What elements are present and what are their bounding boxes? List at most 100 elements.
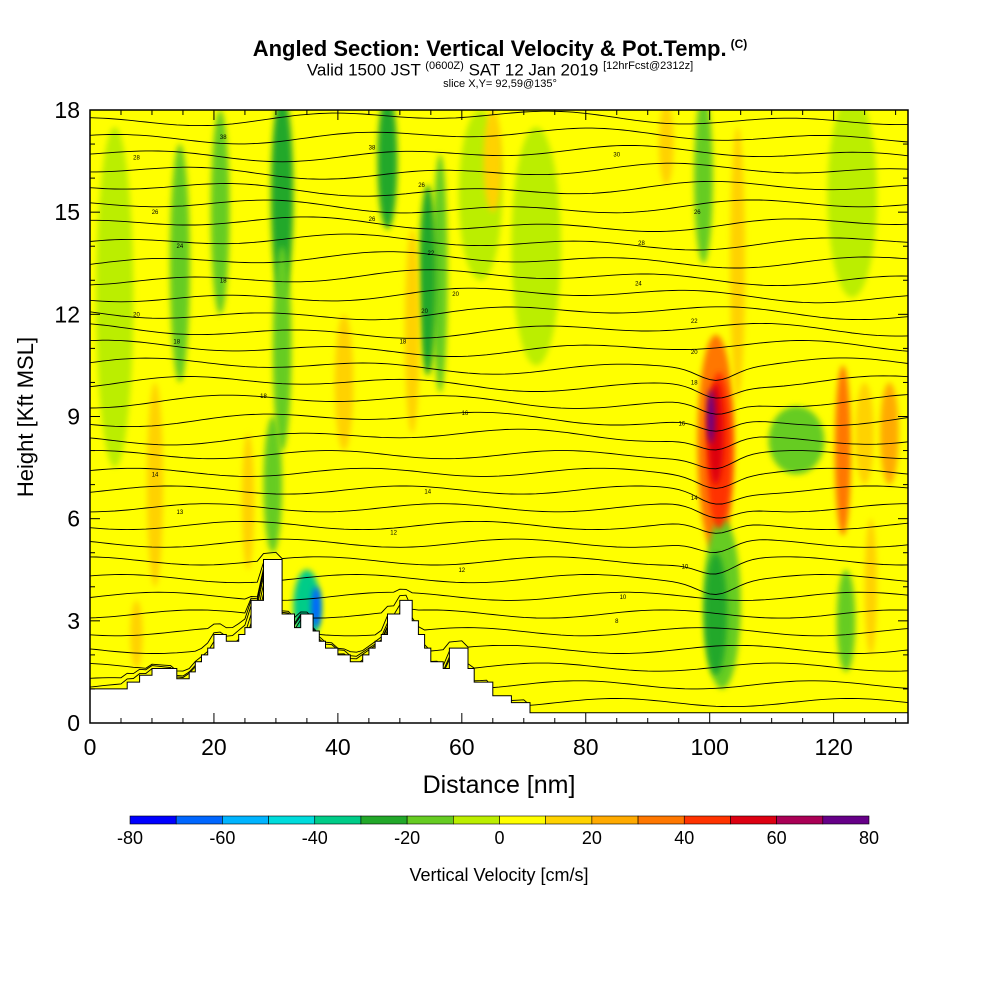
theta-contour-line (90, 375, 908, 399)
velocity-cell (768, 406, 825, 475)
theta-contour-line (90, 450, 908, 470)
velocity-cell (511, 127, 561, 366)
velocity-cell (130, 600, 143, 669)
colorbar-tick-label: 60 (767, 828, 787, 848)
theta-contour-label: 38 (220, 135, 227, 141)
colorbar: -80 -60 -40 -20 0 20 40 60 80 (117, 815, 879, 848)
theta-contour-label: 18 (220, 278, 227, 284)
x-axis-label: Distance [nm] (423, 771, 576, 799)
theta-contour-line (90, 570, 908, 619)
theta-contour-line (90, 357, 908, 381)
velocity-cell (210, 110, 230, 315)
velocity-cell (311, 586, 322, 628)
theta-contour-line (90, 428, 908, 451)
y-tick-label: 9 (67, 404, 80, 430)
y-axis-label: Height [Kft MSL] (13, 337, 38, 497)
theta-contour-line (90, 411, 908, 432)
colorbar-swatch (499, 815, 546, 825)
theta-contour-label: 20 (133, 312, 140, 318)
theta-contour-line (90, 287, 908, 304)
velocity-cell (169, 144, 190, 383)
theta-contour-label: 10 (682, 564, 689, 570)
velocity-cell (827, 110, 878, 298)
theta-contour-label: 8 (615, 619, 619, 625)
theta-contour-line (90, 110, 908, 127)
theta-contour-line (90, 339, 908, 357)
theta-contour-line (90, 568, 908, 601)
velocity-cell (432, 154, 448, 393)
y-axis: 0 3 6 9 12 15 18 (54, 97, 908, 736)
theta-contour-label: 14 (691, 496, 698, 502)
theta-contour-line (90, 162, 908, 180)
theta-contour-label: 22 (427, 251, 434, 257)
theta-contour-label: 18 (260, 394, 267, 400)
velocity-cell (658, 110, 674, 185)
velocity-cell (834, 365, 851, 536)
theta-contour-label: 10 (620, 595, 627, 601)
velocity-cell (483, 110, 503, 213)
velocity-cell (880, 382, 899, 485)
chart-title: Angled Section: Vertical Velocity & Pot.… (0, 36, 1000, 62)
colorbar-swatch (776, 815, 824, 825)
theta-contour-line (90, 551, 908, 575)
colorbar-swatch (453, 815, 500, 825)
theta-contour-label: 26 (152, 210, 159, 216)
theta-contour-label: 14 (424, 489, 431, 495)
colorbar-tick-label: -80 (117, 828, 143, 848)
colorbar-tick-label: 0 (494, 828, 504, 848)
theta-contour-label: 28 (638, 241, 645, 247)
theta-contour-label: 24 (635, 282, 642, 288)
theta-contour-label: 18 (400, 340, 407, 346)
slice-label: slice X,Y= 92,59@135° (0, 78, 1000, 90)
chart-title-mark: (C) (730, 36, 748, 51)
x-tick-label: 120 (814, 734, 852, 760)
velocity-cell (96, 127, 134, 468)
theta-contour-line (90, 180, 908, 197)
theta-contour-label: 12 (458, 568, 465, 574)
theta-contour-label: 20 (421, 309, 428, 315)
theta-contour-line (90, 199, 908, 214)
subtitle-valid: Valid 1500 JST (306, 60, 421, 80)
colorbar-swatch (314, 815, 362, 825)
velocity-cell (241, 433, 255, 570)
theta-contour-line (90, 306, 908, 321)
colorbar-label: Vertical Velocity [cm/s] (409, 865, 588, 885)
colorbar-tick-label: -40 (302, 828, 328, 848)
colorbar-swatch (545, 815, 593, 825)
velocity-cell (293, 569, 321, 645)
theta-contour-label: 30 (613, 152, 620, 158)
theta-contour-label: 28 (133, 156, 140, 162)
theta-contour-label: 26 (418, 183, 425, 189)
x-tick-label: 20 (201, 734, 227, 760)
theta-contour-line (90, 269, 908, 287)
colorbar-swatch (360, 815, 408, 825)
colorbar-swatch (637, 815, 685, 825)
y-tick-label: 15 (54, 199, 80, 225)
slice-label-text: slice X,Y= 92,59@135° (443, 78, 557, 90)
y-tick-label: 3 (67, 608, 80, 634)
velocity-cell (694, 110, 713, 264)
velocity-cell (404, 229, 420, 434)
colorbar-swatch (822, 815, 870, 825)
x-tick-label: 100 (691, 734, 729, 760)
theta-contour-line (90, 503, 908, 519)
theta-contour-label: 18 (691, 380, 698, 386)
colorbar-swatch (730, 815, 777, 825)
colorbar-tick-label: -20 (394, 828, 420, 848)
theta-contour-label: 13 (177, 510, 184, 516)
velocity-cell (270, 110, 294, 298)
y-tick-label: 0 (67, 710, 80, 736)
velocity-cell (419, 184, 437, 376)
theta-contour-line (90, 485, 908, 505)
velocity-cell (864, 518, 878, 655)
theta-contour-label: 26 (369, 217, 376, 223)
subtitle-date: SAT 12 Jan 2019 (468, 60, 599, 80)
velocity-cell (836, 569, 856, 672)
theta-contour-label: 16 (462, 411, 469, 417)
colorbar-swatch (129, 815, 177, 825)
velocity-cell (855, 382, 874, 485)
colorbar-tick-label: -60 (209, 828, 235, 848)
x-axis: 0 20 40 60 80 100 120 (84, 110, 897, 760)
velocity-cell (147, 382, 164, 587)
